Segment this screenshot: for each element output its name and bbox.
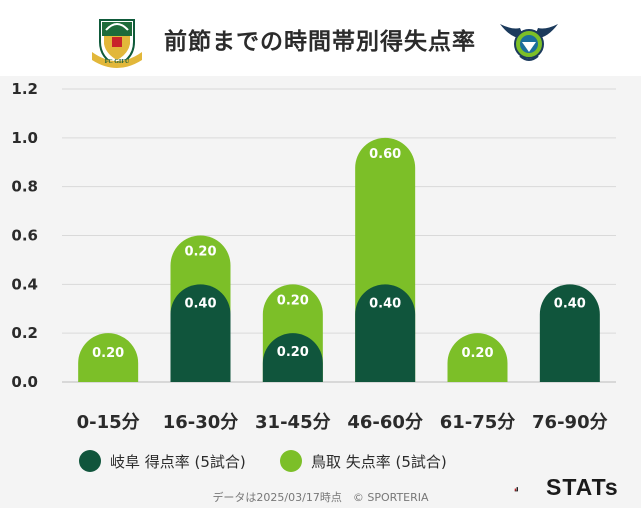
legend-label: 岐阜 得点率 (5試合) [110, 453, 246, 471]
x-tick-label: 46-60分 [347, 412, 423, 433]
bar-away [78, 333, 139, 382]
bar-home [355, 284, 416, 382]
x-tick-label: 61-75分 [440, 412, 516, 433]
y-tick-labels: 0.0 0.2 0.4 0.6 0.8 1.0 1.2 [11, 80, 38, 391]
y-tick-label: 0.6 [11, 227, 38, 245]
y-tick-label: 1.2 [11, 80, 38, 98]
fc-gifu-logo: FC GIFU [92, 19, 142, 68]
legend-swatch [79, 450, 101, 472]
chart-plot: 0.00.20.40.60.81.01.2 0.200.400.200.200.… [11, 80, 616, 472]
legend-swatch [280, 450, 302, 472]
gainare-tottori-logo [500, 24, 558, 61]
y-tick-label: 1.0 [11, 129, 38, 147]
bar-home [170, 284, 231, 382]
bar-label-away: 0.20 [184, 245, 216, 260]
bar-away [447, 333, 508, 382]
bar-label-away: 0.20 [461, 346, 493, 361]
bar-label-home: 0.40 [184, 296, 216, 311]
footer-note: データは2025/03/17時点 © SPORTERIA [212, 491, 429, 504]
y-tick-label: 0.8 [11, 178, 38, 196]
y-tick-label: 0.0 [11, 373, 38, 391]
bar-home [262, 333, 323, 382]
bar-label-home: 0.40 [554, 296, 586, 311]
x-tick-label: 16-30分 [163, 412, 239, 433]
bar-home [539, 284, 600, 382]
x-tick-label: 31-45分 [255, 412, 331, 433]
chart-header: FC GIFU 前節までの時間帯別得失点率 [0, 0, 641, 76]
bar-label-away: 0.60 [369, 147, 401, 162]
legend-label: 鳥取 失点率 (5試合) [311, 453, 447, 471]
bar-labels: 0.20 0.40 0.20 0.20 0.20 0.40 0.60 0.20 0.40 [92, 147, 586, 361]
bar-label-away: 0.20 [277, 293, 309, 308]
bar-label-away: 0.20 [92, 346, 124, 361]
stats-brand: STATs [546, 474, 619, 500]
legend: 岐阜 得点率 (5試合) 鳥取 失点率 (5試合) [79, 450, 447, 472]
bar-label-home: 0.40 [369, 296, 401, 311]
gridlines [62, 88, 616, 383]
stats-mark-icon [514, 487, 518, 492]
x-tick-labels: 0-15分 16-30分 31-45分 46-60分 61-75分 76-90分 [77, 412, 608, 433]
bars [78, 137, 600, 382]
chart-title: 前節までの時間帯別得失点率 [164, 29, 476, 55]
bar-label-home: 0.20 [277, 345, 309, 360]
logo-text: FC GIFU [105, 59, 130, 65]
x-tick-label: 76-90分 [532, 412, 608, 433]
y-tick-label: 0.2 [11, 324, 38, 342]
y-tick-label: 0.4 [11, 275, 38, 293]
x-tick-label: 0-15分 [77, 412, 140, 433]
